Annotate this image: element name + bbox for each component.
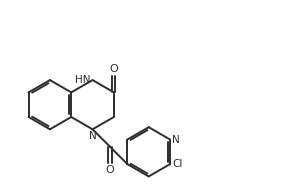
Text: HN: HN <box>75 75 90 85</box>
Text: N: N <box>172 135 180 145</box>
Text: N: N <box>89 131 96 141</box>
Text: O: O <box>106 165 114 175</box>
Text: Cl: Cl <box>172 159 183 169</box>
Text: O: O <box>109 64 118 74</box>
